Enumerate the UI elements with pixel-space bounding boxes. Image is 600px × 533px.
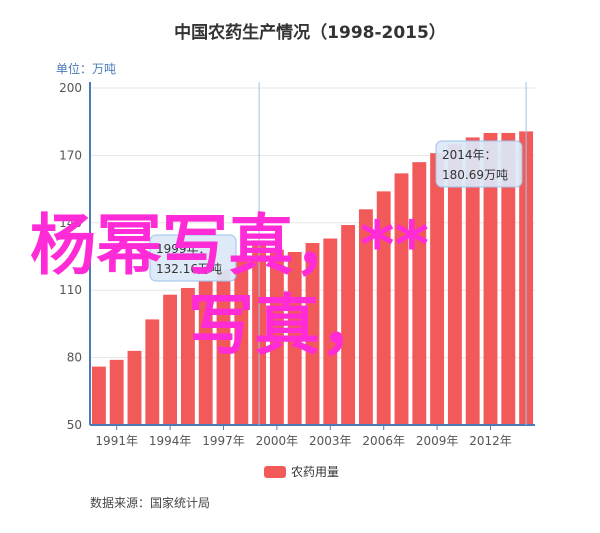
x-tick-label: 2000年 <box>256 434 299 448</box>
chart-title: 中国农药生产情况（1998-2015） <box>174 22 446 43</box>
bar <box>127 350 142 425</box>
bar <box>394 173 409 425</box>
bar <box>376 191 391 425</box>
y-tick-label: 50 <box>67 418 82 432</box>
x-tick-label: 2006年 <box>362 434 405 448</box>
x-tick-label: 1994年 <box>149 434 192 448</box>
tooltip-value: 180.69万吨 <box>442 168 508 182</box>
bars <box>91 131 534 426</box>
overlay-text-line2: 写真， <box>188 287 386 364</box>
overlay-text-line1: 杨幂写真，** <box>30 207 429 284</box>
bar <box>430 153 445 426</box>
y-tick-label: 80 <box>67 351 82 365</box>
y-tick-label: 170 <box>59 148 82 162</box>
bar <box>91 366 106 425</box>
unit-label: 单位：万吨 <box>56 61 116 76</box>
y-tick-label: 200 <box>59 81 82 95</box>
x-tick-label: 1991年 <box>95 434 138 448</box>
tooltip-box <box>435 140 523 188</box>
x-tick-label: 2012年 <box>469 434 512 448</box>
tooltip-title: 2014年： <box>442 148 497 162</box>
legend-label: 农药用量 <box>291 465 339 479</box>
source-text: 数据来源：国家统计局 <box>90 495 210 510</box>
x-tick-label: 2003年 <box>309 434 352 448</box>
tooltips: 1999年： 132.16万吨 2014年： 180.69万吨 <box>149 82 527 425</box>
x-tick-label: 1997年 <box>202 434 245 448</box>
bar <box>305 243 320 425</box>
bar <box>180 287 195 425</box>
x-tick-label: 2009年 <box>416 434 459 448</box>
bar <box>216 269 231 425</box>
axes: 50 80 110 140 170 200 1991年 1994年 1997年 2000年 2003… <box>59 81 535 448</box>
bar <box>483 132 498 425</box>
bar <box>145 319 160 425</box>
tooltip-box <box>149 234 237 282</box>
bar <box>358 209 373 425</box>
tooltip-title: 1999年： <box>156 242 211 256</box>
bar <box>412 162 427 425</box>
y-tick-label: 110 <box>59 283 82 297</box>
bar <box>323 238 338 425</box>
bar <box>109 359 124 425</box>
tooltip-value: 132.16万吨 <box>156 262 222 276</box>
bar <box>287 252 302 425</box>
bar <box>163 294 178 425</box>
legend[interactable]: 农药用量 <box>264 465 339 479</box>
bar <box>341 225 356 425</box>
bar <box>447 144 462 425</box>
bar <box>198 281 213 425</box>
y-tick-label: 140 <box>59 216 82 230</box>
legend-swatch <box>264 466 286 478</box>
bar <box>465 137 480 425</box>
bar <box>269 249 284 425</box>
bar <box>234 258 249 425</box>
bar <box>501 132 516 425</box>
